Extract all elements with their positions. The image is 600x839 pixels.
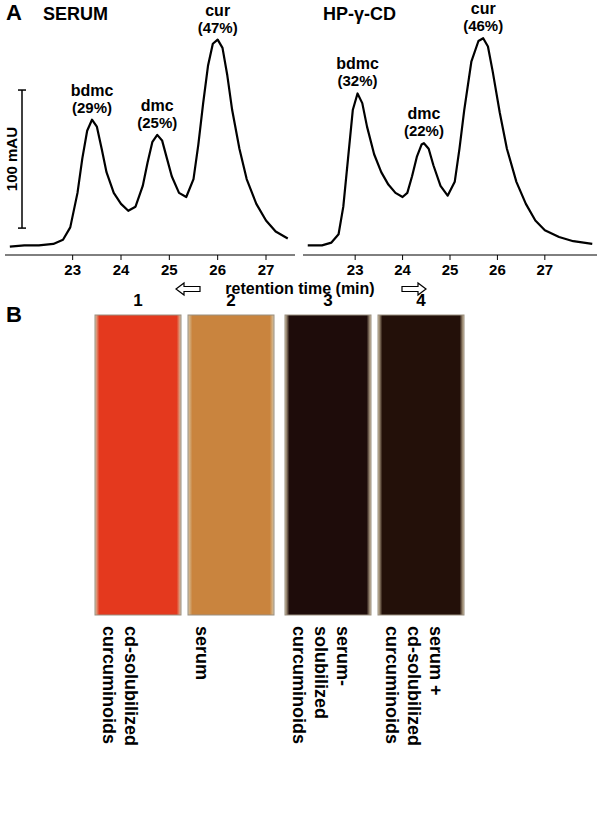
cuvette (188, 315, 274, 615)
chromatogram: SERUM 23 24 25 26 27 100 mAU bdmc(29%) dmc(25%) c… (3, 2, 295, 278)
cuvette-label: cd-solubilized (404, 626, 424, 746)
cuvette-number: 2 (226, 291, 235, 310)
peak-percent: (29%) (72, 99, 112, 116)
x-tick (169, 255, 170, 260)
cuvette-label: curcuminoids (99, 626, 119, 744)
cuvette-label: cd-solubilized (121, 626, 141, 746)
scale-bar-line (21, 90, 23, 228)
cuvette (95, 315, 181, 615)
peak-percent: (46%) (463, 17, 503, 34)
x-tick (355, 255, 356, 260)
cuvette-number: 3 (323, 291, 332, 310)
chart-title: SERUM (43, 4, 108, 24)
cuvette-group: 3 serum-solubilizedcurcuminoids (285, 291, 371, 744)
cuvette-group: 4 serum +cd-solubilizedcurcuminoids (378, 291, 464, 746)
x-tick (266, 255, 267, 260)
cuvette-label: serum + (426, 626, 446, 696)
x-axis-label: retention time (min) (225, 280, 374, 297)
cuvette-label: curcuminoids (289, 626, 309, 744)
cuvette-group: 1 cd-solubilizedcurcuminoids (95, 291, 181, 746)
plot-area (10, 40, 288, 247)
cuvette (378, 315, 464, 615)
peak-percent: (47%) (198, 19, 238, 36)
panel-label: B (6, 302, 22, 327)
scale-bar-cap (18, 227, 26, 229)
cuvette (285, 315, 371, 615)
x-tick-label: 24 (394, 261, 411, 278)
scale-bar: 100 mAU (3, 90, 26, 228)
x-tick-label: 26 (209, 261, 226, 278)
chromatogram: HP-γ-CD 23 24 25 26 27 bdmc(32%) dmc(22%) cur(46… (303, 0, 597, 278)
x-tick-label: 23 (64, 261, 81, 278)
peak-name: cur (205, 2, 230, 19)
trace (308, 38, 593, 245)
trace (10, 40, 288, 247)
x-tick-label: 25 (442, 261, 459, 278)
peak-percent: (22%) (404, 122, 444, 139)
x-tick-label: 25 (161, 261, 178, 278)
plot-area (308, 38, 593, 245)
panel-label: A (6, 0, 22, 25)
x-tick-label: 26 (489, 261, 506, 278)
scale-bar-cap (18, 89, 26, 91)
x-tick-label: 27 (258, 261, 275, 278)
x-tick-label: 27 (536, 261, 553, 278)
x-tick-label: 23 (347, 261, 364, 278)
x-axis (5, 255, 295, 256)
cuvette-group: 2 serum (188, 291, 274, 680)
peak-name: bdmc (336, 55, 379, 72)
x-tick (402, 255, 403, 260)
peak-name: dmc (141, 97, 174, 114)
figure: ASERUM2324252627100 mAUbdmc(29%)dmc(25%)… (0, 0, 600, 839)
x-tick (544, 255, 545, 260)
cuvette-label: serum (192, 626, 212, 680)
x-tick (72, 255, 73, 260)
cuvette-label: curcuminoids (382, 626, 402, 744)
cuvette-number: 4 (416, 291, 426, 310)
peak-percent: (32%) (338, 72, 378, 89)
x-tick (121, 255, 122, 260)
peak-name: dmc (407, 105, 440, 122)
x-tick-label: 24 (113, 261, 130, 278)
x-tick (217, 255, 218, 260)
peak-name: cur (471, 0, 496, 17)
arrow (176, 283, 200, 295)
cuvette-label: serum- (333, 626, 353, 686)
peak-percent: (25%) (137, 114, 177, 131)
scale-bar-label: 100 mAU (3, 127, 20, 191)
chart-title: HP-γ-CD (323, 4, 396, 24)
peak-name: bdmc (71, 82, 114, 99)
x-tick (497, 255, 498, 260)
cuvette-number: 1 (133, 291, 142, 310)
cuvette-label: solubilized (311, 626, 331, 719)
x-tick (450, 255, 451, 260)
